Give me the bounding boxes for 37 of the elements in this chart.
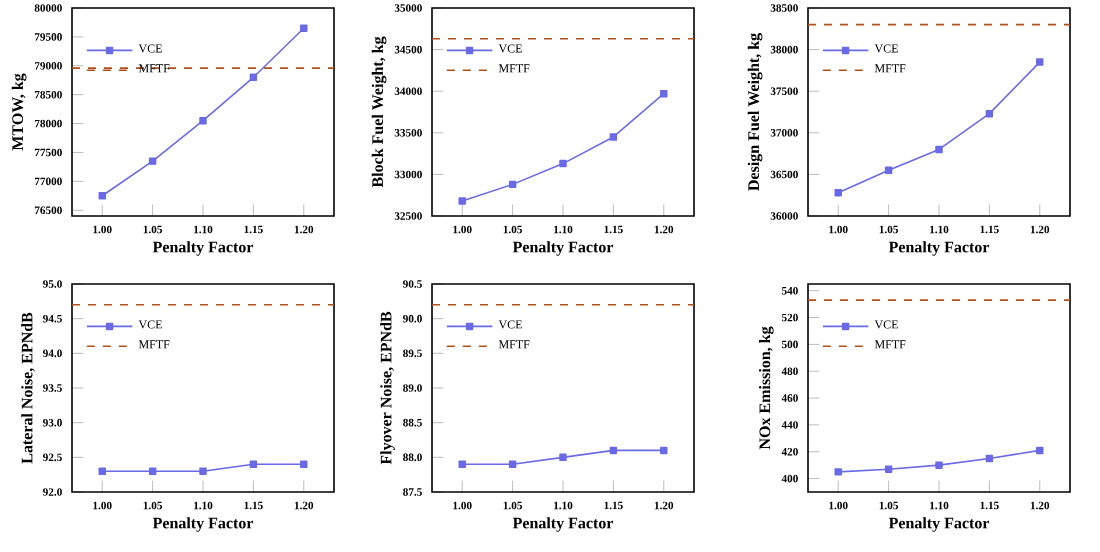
- x-axis-title: Penalty Factor: [512, 241, 614, 256]
- point: [935, 145, 943, 154]
- point: [98, 192, 106, 200]
- x-axis-title: Penalty Factor: [152, 241, 254, 256]
- y-axis-title: Flyover Noise, EPNdB: [380, 311, 395, 465]
- point: [458, 460, 466, 468]
- y-axis-title: Block Fuel Weight, kg: [371, 36, 387, 188]
- point: [884, 166, 893, 174]
- point: [559, 159, 567, 168]
- x-axis-title: Penalty Factor: [888, 241, 990, 256]
- point: [609, 446, 618, 455]
- point: [199, 116, 207, 125]
- point: [609, 133, 618, 141]
- x-axis-title: Penalty Factor: [512, 517, 614, 532]
- point: [1036, 58, 1044, 66]
- y-axis-title: MTOW, kg: [11, 73, 27, 151]
- point: [559, 453, 567, 462]
- point: [660, 446, 668, 455]
- point: [508, 180, 517, 189]
- point: [508, 460, 517, 468]
- y-axis-title: Design Fuel Weight, kg: [747, 33, 763, 191]
- point: [660, 89, 668, 98]
- point: [148, 157, 157, 165]
- point: [458, 197, 466, 205]
- point: [884, 465, 893, 473]
- point: [935, 461, 943, 469]
- y-axis-title: Lateral Noise, EPNdB: [21, 312, 35, 464]
- x-axis-title: Penalty Factor: [152, 517, 254, 532]
- point: [834, 468, 842, 476]
- point: [1036, 446, 1044, 455]
- point: [249, 73, 258, 82]
- x-axis-title: Penalty Factor: [888, 517, 990, 532]
- point: [985, 109, 994, 118]
- point: [985, 454, 994, 463]
- point: [834, 188, 842, 197]
- y-axis-title: NOx Emission, kg: [758, 326, 774, 450]
- point: [300, 24, 308, 32]
